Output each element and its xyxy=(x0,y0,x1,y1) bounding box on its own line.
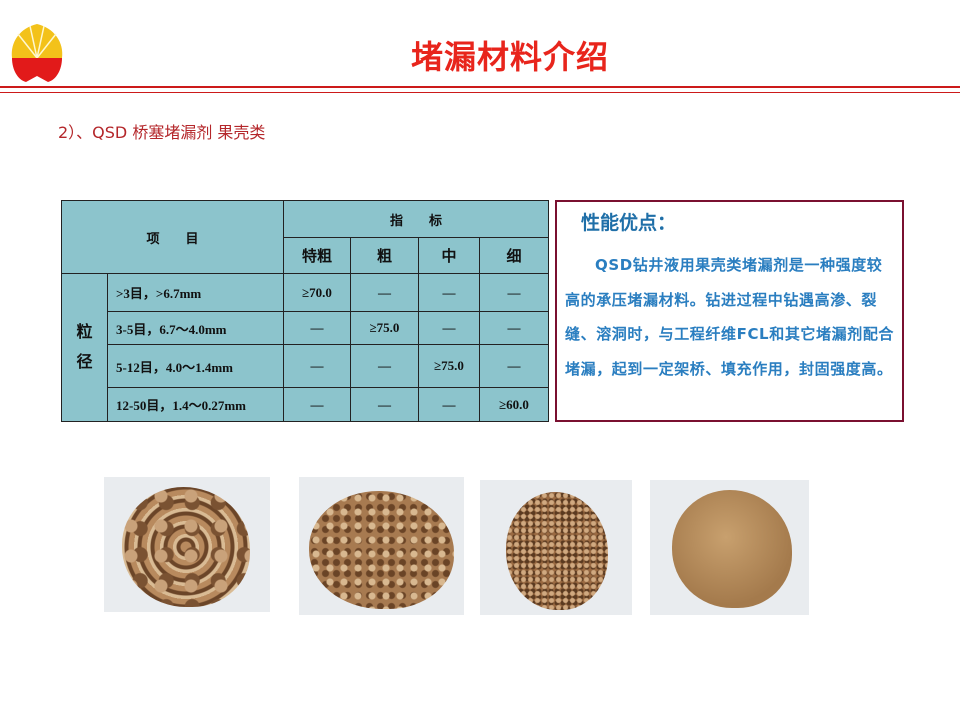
table-row: 5-12目，4.0～1.4mm — — ≥75.0 — xyxy=(62,344,549,388)
cell: ≥75.0 xyxy=(350,311,419,345)
table-row: 粒径 >3目，>6.7mm ≥70.0 — — — xyxy=(61,273,549,422)
advantages-text: QSD钻井液用果壳类堵漏剂是一种强度较高的承压堵漏材料。钻进过程中钻遇高渗、裂缝… xyxy=(565,256,895,378)
cell: ≥60.0 xyxy=(479,387,549,422)
cell: ≥70.0 xyxy=(283,273,351,312)
section-subtitle: 2）、QSD 桥塞堵漏剂 果壳类 xyxy=(58,123,266,142)
cell: — xyxy=(479,273,549,312)
cell: ≥75.0 xyxy=(418,344,480,388)
page-title: 堵漏材料介绍 xyxy=(410,38,609,76)
cell: — xyxy=(479,344,549,388)
grade-header: 粗 xyxy=(350,237,419,274)
cell: — xyxy=(283,311,351,345)
table-row: 3-5目，6.7～4.0mm — ≥75.0 — — xyxy=(62,311,549,345)
cell: — xyxy=(418,311,480,345)
advantages-heading: 性能优点： xyxy=(581,212,677,234)
photo-medium-shells xyxy=(480,480,632,615)
grade-header: 细 xyxy=(479,237,549,274)
company-logo xyxy=(11,24,63,82)
cell: — xyxy=(350,387,419,422)
grade-header: 中 xyxy=(418,237,480,274)
header-index: 指 标 xyxy=(283,200,549,238)
photo-coarse-shells xyxy=(299,477,464,615)
cell: — xyxy=(350,344,419,388)
photo-extra-coarse-shells xyxy=(104,477,270,612)
grade-header: 特粗 xyxy=(283,237,351,274)
cell: — xyxy=(418,387,480,422)
row-label: 5-12目，4.0～1.4mm xyxy=(107,344,284,388)
header-item: 项 目 xyxy=(61,200,284,274)
row-label: 12-50目，1.4～0.27mm xyxy=(107,387,284,422)
photo-fine-shells xyxy=(650,480,809,615)
row-label: 3-5目，6.7～4.0mm xyxy=(107,311,284,345)
side-label: 粒径 xyxy=(61,273,108,422)
side-label-text: 粒径 xyxy=(76,323,93,371)
cell: — xyxy=(418,273,480,312)
cell: — xyxy=(283,387,351,422)
cell: — xyxy=(479,311,549,345)
particle-size-table: 项 目 指 标 特粗 粗 中 细 粒径 >3目，>6.7mm ≥70.0 — —… xyxy=(61,200,549,422)
cell: — xyxy=(283,344,351,388)
title-divider xyxy=(0,86,960,93)
row-label: >3目，>6.7mm xyxy=(107,273,284,312)
advantages-box: 性能优点： QSD钻井液用果壳类堵漏剂是一种强度较高的承压堵漏材料。钻进过程中钻… xyxy=(555,200,904,422)
table-row: 12-50目，1.4～0.27mm — — — ≥60.0 xyxy=(62,387,549,422)
cell: — xyxy=(350,273,419,312)
